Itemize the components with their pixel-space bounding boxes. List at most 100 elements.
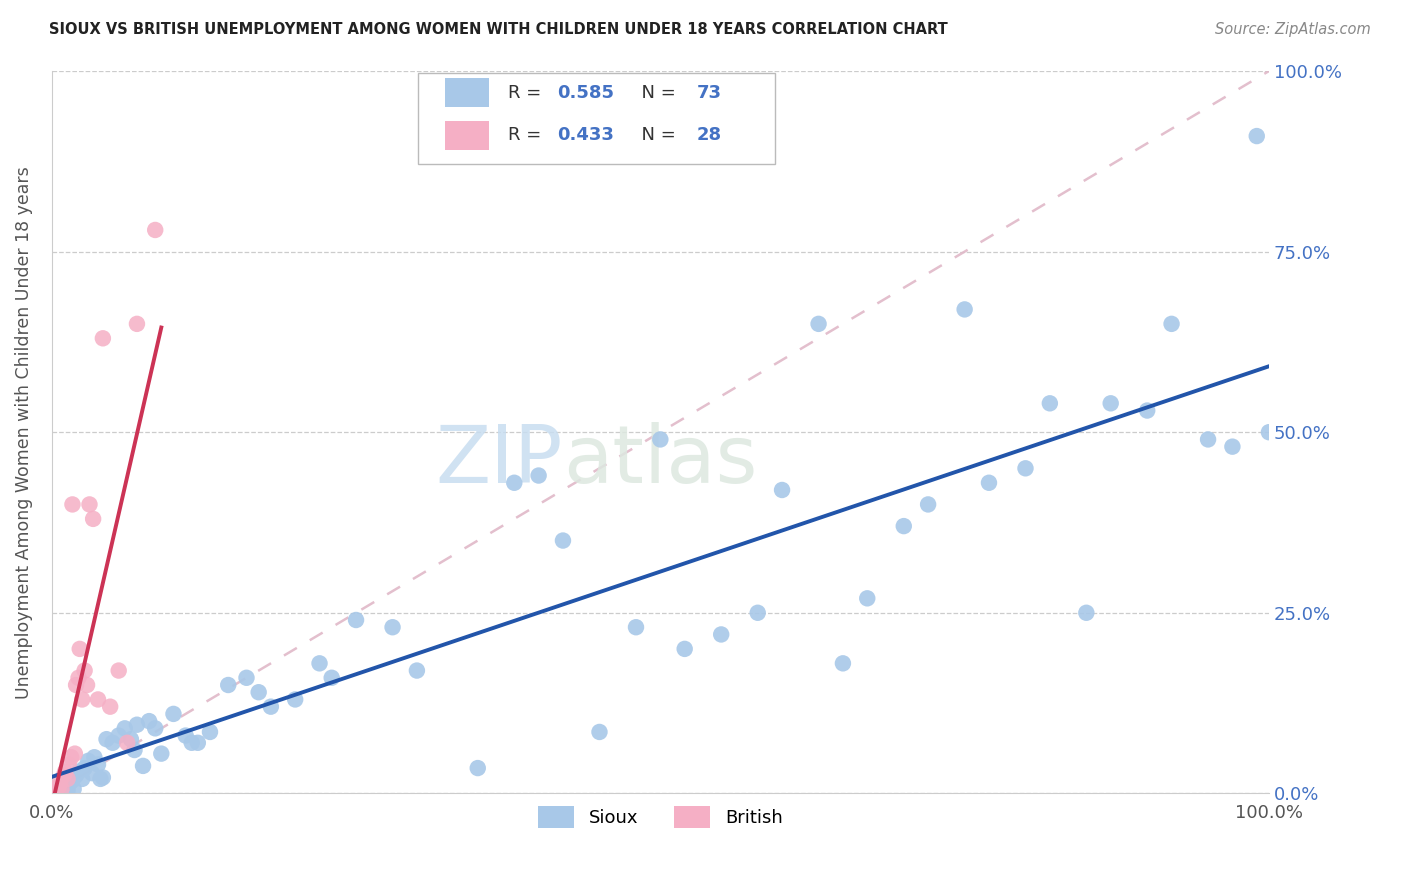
Point bbox=[321, 671, 343, 685]
Point bbox=[89, 772, 111, 786]
Point bbox=[503, 475, 526, 490]
Point bbox=[893, 519, 915, 533]
Point bbox=[62, 773, 84, 788]
Text: 0.433: 0.433 bbox=[557, 127, 614, 145]
Point bbox=[770, 483, 793, 497]
Point bbox=[70, 692, 93, 706]
Text: N =: N = bbox=[630, 84, 682, 102]
Point bbox=[953, 302, 976, 317]
Point bbox=[125, 317, 148, 331]
Legend: Sioux, British: Sioux, British bbox=[531, 798, 790, 835]
Point bbox=[124, 743, 146, 757]
Point bbox=[235, 671, 257, 685]
Point bbox=[80, 766, 103, 780]
Text: 0.585: 0.585 bbox=[557, 84, 614, 102]
Point bbox=[48, 779, 70, 793]
Text: 28: 28 bbox=[697, 127, 721, 145]
Point bbox=[107, 729, 129, 743]
Point bbox=[1076, 606, 1098, 620]
Point bbox=[76, 678, 98, 692]
Point bbox=[187, 736, 209, 750]
Text: R =: R = bbox=[508, 127, 547, 145]
Point bbox=[56, 783, 79, 797]
Point bbox=[60, 750, 83, 764]
Text: N =: N = bbox=[630, 127, 682, 145]
Point bbox=[59, 775, 82, 789]
Point bbox=[69, 641, 91, 656]
Y-axis label: Unemployment Among Women with Children Under 18 years: Unemployment Among Women with Children U… bbox=[15, 166, 32, 698]
Point bbox=[83, 750, 105, 764]
Text: R =: R = bbox=[508, 84, 547, 102]
Point bbox=[87, 757, 110, 772]
Point bbox=[82, 512, 104, 526]
FancyBboxPatch shape bbox=[444, 78, 489, 107]
Point bbox=[115, 736, 138, 750]
Point bbox=[807, 317, 830, 331]
Point bbox=[856, 591, 879, 606]
Point bbox=[87, 692, 110, 706]
Point bbox=[624, 620, 647, 634]
Point bbox=[917, 498, 939, 512]
Point bbox=[63, 747, 86, 761]
Text: SIOUX VS BRITISH UNEMPLOYMENT AMONG WOMEN WITH CHILDREN UNDER 18 YEARS CORRELATI: SIOUX VS BRITISH UNEMPLOYMENT AMONG WOME… bbox=[49, 22, 948, 37]
Point bbox=[77, 754, 100, 768]
FancyBboxPatch shape bbox=[444, 121, 489, 150]
Point bbox=[98, 699, 121, 714]
Point bbox=[65, 768, 87, 782]
Point bbox=[710, 627, 733, 641]
Point bbox=[1222, 440, 1244, 454]
Point bbox=[125, 717, 148, 731]
Point bbox=[52, 782, 75, 797]
Point bbox=[48, 784, 70, 798]
Point bbox=[174, 729, 197, 743]
Point bbox=[747, 606, 769, 620]
Point bbox=[52, 768, 75, 782]
Point bbox=[1160, 317, 1182, 331]
Point bbox=[96, 732, 118, 747]
Point bbox=[180, 736, 202, 750]
Text: Source: ZipAtlas.com: Source: ZipAtlas.com bbox=[1215, 22, 1371, 37]
Point bbox=[406, 664, 429, 678]
Point bbox=[70, 772, 93, 786]
Point bbox=[1246, 129, 1268, 144]
Point bbox=[91, 771, 114, 785]
Point bbox=[49, 775, 72, 789]
Point bbox=[1039, 396, 1062, 410]
Point bbox=[1258, 425, 1281, 440]
Text: 73: 73 bbox=[697, 84, 721, 102]
Point bbox=[53, 764, 76, 779]
Point bbox=[260, 699, 283, 714]
Point bbox=[344, 613, 367, 627]
Point bbox=[1136, 403, 1159, 417]
Text: ZIP: ZIP bbox=[436, 422, 562, 500]
Point bbox=[101, 736, 124, 750]
FancyBboxPatch shape bbox=[418, 73, 775, 164]
Point bbox=[551, 533, 574, 548]
Point bbox=[55, 779, 77, 793]
Point bbox=[977, 475, 1000, 490]
Point bbox=[56, 772, 79, 786]
Point bbox=[44, 784, 66, 798]
Point bbox=[247, 685, 270, 699]
Point bbox=[832, 657, 855, 671]
Point bbox=[132, 759, 155, 773]
Point bbox=[198, 725, 221, 739]
Point bbox=[120, 732, 142, 747]
Point bbox=[67, 764, 90, 779]
Point bbox=[62, 782, 84, 797]
Point bbox=[138, 714, 160, 728]
Point bbox=[673, 641, 696, 656]
Text: atlas: atlas bbox=[562, 422, 758, 500]
Point bbox=[308, 657, 330, 671]
Point bbox=[467, 761, 489, 775]
Point bbox=[62, 498, 84, 512]
Point bbox=[51, 782, 73, 797]
Point bbox=[650, 433, 672, 447]
Point bbox=[51, 780, 73, 795]
Point bbox=[162, 706, 184, 721]
Point bbox=[73, 761, 96, 775]
Point bbox=[65, 678, 87, 692]
Point bbox=[107, 664, 129, 678]
Point bbox=[73, 664, 96, 678]
Point bbox=[79, 498, 101, 512]
